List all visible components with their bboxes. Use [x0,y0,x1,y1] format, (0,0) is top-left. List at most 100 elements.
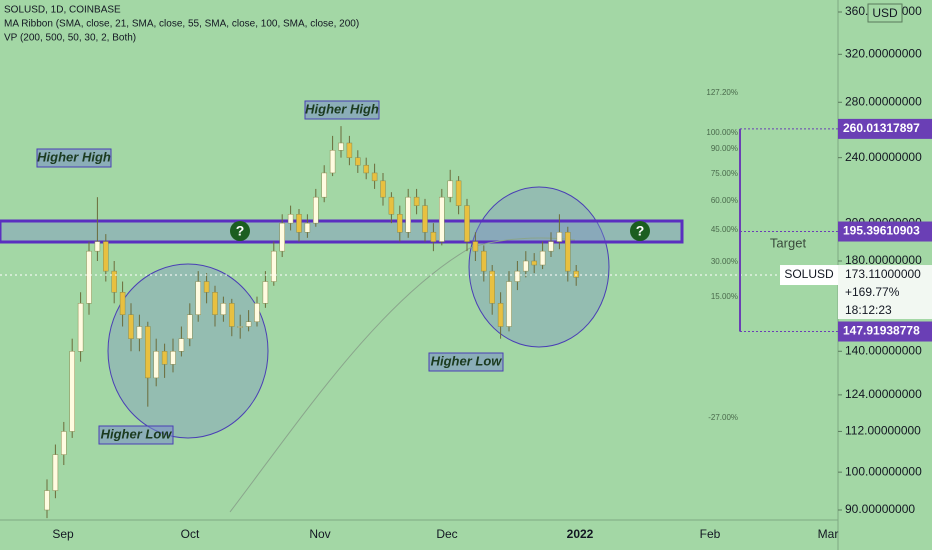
candle-body [346,142,353,158]
resistance-zone [0,219,684,244]
candle-body [556,231,563,242]
countdown: 18:12:23 [845,303,892,317]
candle-body [52,454,59,491]
annotation-box [98,425,174,445]
question-icon [230,221,250,241]
candle-body [287,214,294,224]
price-label: 240.00000000 [845,150,922,164]
annotation: Higher Low [101,426,173,441]
candle-body [170,351,176,365]
candle-body [455,180,462,206]
candle-body [254,303,260,322]
highlight-circle [107,263,269,439]
candle-body [523,260,529,272]
candle-body [136,326,143,339]
candle-body [565,231,571,272]
candle-body [321,172,327,198]
candle-body [94,241,101,252]
time-label: Oct [181,527,200,541]
candle-body [397,214,403,233]
fib-label: 127.20% [706,88,738,97]
question-icon: ? [236,223,245,239]
level-label: 147.91938778 [843,324,920,338]
candle-body [229,303,235,327]
fib-label: 75.00% [711,169,738,178]
candle-body [506,281,512,327]
target-text: Target [770,235,807,250]
candles [44,126,579,519]
candle-body [161,351,168,365]
candle-body [439,196,445,242]
candle-body [481,250,487,272]
annotation: Higher High [305,101,379,116]
candle-body [271,250,277,282]
header-indicator: MA Ribbon (SMA, close, 21, SMA, close, 5… [4,19,359,30]
candle-body [262,281,269,304]
annotation: Higher Low [431,353,503,368]
currency: USD [872,6,898,20]
candle-body [355,157,361,166]
candle-body [111,270,117,293]
time-label: Feb [700,527,721,541]
price-label: 180.00000000 [845,253,922,267]
candle-body [279,222,285,252]
price-label: 124.00000000 [845,387,922,401]
fib-label: 15.00% [711,292,738,301]
candle-body [119,292,126,315]
annotation: Higher High [37,149,111,164]
candle-body [212,292,218,315]
candle-body [489,270,495,304]
candle-body [245,321,252,327]
price-label: 90.00000000 [845,502,915,516]
level-badge [838,321,932,342]
symbol-badge [780,265,838,286]
candle-body [44,490,50,511]
candle-body [338,142,344,151]
candle-body [86,250,92,304]
level-label: 260.01317897 [843,121,920,135]
candle-body [195,281,201,315]
fib-label: 30.00% [711,257,738,266]
candle-body [371,172,378,182]
annotation-box [428,352,504,372]
price-label: 280.00000000 [845,94,922,108]
price-label: 112.00000000 [845,424,921,438]
fib-label: 45.00% [711,225,738,234]
candle-body [145,326,151,379]
fib-label: -27.00% [708,413,738,422]
candle-body [548,241,554,252]
candle-body [153,351,159,379]
candle-body [329,149,336,174]
candle-body [77,303,84,352]
candle-body [69,351,75,432]
question-icon [630,221,650,241]
header-indicator: VP (200, 500, 50, 30, 2, Both) [4,33,136,44]
candle-body [422,205,428,233]
header-symbol: SOLUSD, 1D, COINBASE [4,5,121,16]
candle-body [472,241,479,252]
symbol-label: SOLUSD [784,267,834,281]
candle-body [220,303,227,315]
annotation-box [36,148,112,168]
candle-body [464,205,470,242]
level-badge [838,118,932,139]
moving-average [229,237,576,513]
price-label: 100.00000000 [845,464,922,478]
price-label: 320.00000000 [845,46,922,60]
annotation-box [304,100,380,120]
highlight-circle [468,186,610,348]
price-badge [838,265,932,320]
candle-body [430,231,437,242]
candle-body [178,338,185,352]
candle-body [304,222,311,233]
question-icon: ? [636,223,645,239]
candle-body [514,270,521,282]
level-label: 195.39610903 [843,224,920,238]
time-label: Mar [818,527,839,541]
currency-badge [867,3,903,23]
candle-body [203,281,210,293]
candle-body [187,314,193,339]
current-change: +169.77% [845,285,900,299]
candle-body [497,303,504,327]
